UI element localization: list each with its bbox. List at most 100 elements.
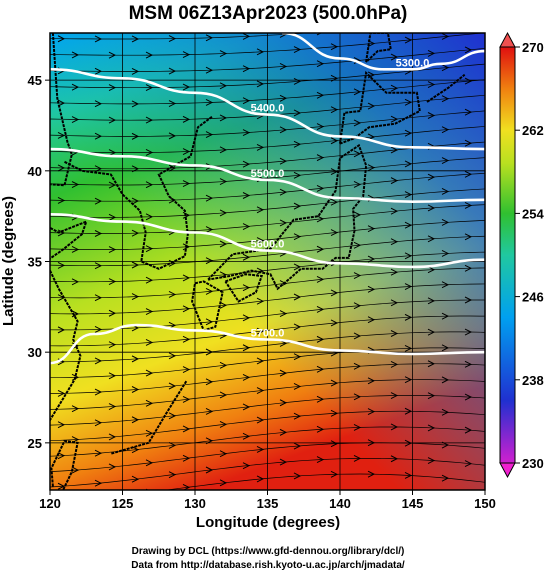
height-contour-line — [50, 147, 485, 204]
streamline — [50, 395, 485, 426]
wind-arrow — [219, 240, 228, 248]
x-tick-label: 130 — [184, 496, 206, 511]
wind-arrow — [441, 441, 450, 449]
wind-arrow — [219, 479, 228, 487]
wind-arrow — [131, 100, 140, 108]
coastline — [339, 70, 421, 145]
streamline — [164, 473, 485, 490]
streamline — [50, 410, 485, 442]
wind-arrow — [131, 165, 140, 173]
y-tick-label: 30 — [28, 345, 42, 360]
wind-arrow — [242, 97, 251, 105]
wind-arrow — [427, 49, 436, 57]
colorbar: 230 238 246 254 262 270 — [499, 31, 544, 479]
wind-arrow — [182, 454, 191, 462]
wind-arrow — [57, 164, 66, 172]
wind-arrow — [390, 330, 399, 337]
wind-arrow — [256, 387, 265, 394]
wind-arrow — [131, 132, 140, 140]
wind-arrow — [279, 126, 288, 134]
wind-arrow — [94, 35, 103, 43]
wind-arrow — [256, 48, 265, 56]
wind-arrow — [316, 123, 325, 131]
wind-arrow — [464, 108, 473, 116]
streamline — [50, 379, 485, 410]
wind-arrow — [182, 366, 191, 373]
streamline — [50, 283, 485, 315]
wind-arrow — [353, 393, 362, 401]
wind-arrow — [256, 416, 265, 424]
wind-arrow — [353, 332, 362, 340]
wind-arrow — [293, 202, 302, 210]
coastline — [191, 280, 224, 332]
chart-title: MSM 06Z13Apr2023 (500.0hPa) — [129, 3, 408, 24]
wind-arrow — [293, 383, 302, 390]
wind-arrow — [367, 71, 376, 79]
wind-arrow — [293, 323, 302, 331]
streamline — [50, 347, 485, 379]
wind-arrow — [242, 344, 251, 352]
wind-arrow — [293, 442, 302, 450]
streamline — [50, 363, 485, 394]
wind-arrow — [145, 429, 154, 437]
wind-arrow — [182, 335, 191, 343]
wind-arrow — [390, 146, 399, 154]
wind-arrow — [404, 252, 413, 260]
wind-arrow — [367, 408, 376, 416]
wind-arrow — [94, 165, 103, 173]
coastline — [224, 273, 264, 303]
wind-arrow — [71, 310, 80, 318]
wind-arrow — [390, 360, 399, 368]
wind-arrow — [330, 106, 339, 114]
wind-arrow — [404, 98, 413, 106]
wind-arrow — [390, 268, 399, 276]
wind-arrow — [330, 379, 339, 387]
wind-arrow — [404, 407, 413, 415]
wind-arrow — [353, 181, 362, 188]
wind-arrow — [131, 446, 140, 454]
wind-arrow — [131, 355, 140, 363]
wind-arrow — [108, 213, 117, 221]
wind-arrow — [427, 360, 436, 368]
wind-arrow — [293, 233, 302, 241]
wind-arrow — [330, 74, 339, 82]
wind-arrow — [168, 382, 177, 390]
wind-arrow — [145, 276, 154, 284]
wind-arrow — [108, 433, 117, 441]
streamline — [50, 251, 485, 283]
wind-arrow — [256, 206, 265, 214]
wind-arrow — [279, 310, 288, 318]
coastline — [207, 143, 368, 291]
wind-arrow — [427, 112, 436, 119]
x-axis-label: Longitude (degrees) — [196, 514, 340, 531]
wind-arrow — [390, 238, 399, 246]
coastlines — [50, 33, 466, 490]
coastline — [64, 115, 214, 270]
wind-arrow — [293, 353, 302, 361]
wind-arrow — [293, 171, 302, 179]
wind-arrow — [256, 475, 265, 483]
wind-arrow — [464, 77, 473, 85]
wind-arrow — [219, 391, 228, 399]
wind-arrow — [353, 302, 362, 310]
wind-arrow — [57, 229, 66, 237]
wind-arrow — [404, 472, 413, 479]
wind-arrow — [441, 218, 450, 226]
wind-arrow — [57, 452, 66, 460]
wind-arrow — [57, 421, 66, 429]
wind-arrow — [316, 305, 325, 313]
wind-arrow — [108, 246, 117, 253]
wind-arrow — [293, 77, 302, 85]
wind-arrow — [367, 285, 376, 293]
wind-arrow — [168, 259, 177, 267]
wind-arrow — [108, 84, 117, 92]
wind-arrow — [427, 297, 436, 305]
wind-arrow — [57, 197, 66, 204]
credit-line-2: Data from http://database.rish.kyoto-u.a… — [131, 560, 405, 571]
wind-arrow — [441, 33, 450, 40]
wind-arrow — [353, 150, 362, 158]
wind-arrow — [242, 253, 251, 261]
wind-arrow — [131, 197, 140, 205]
wind-arrow — [279, 369, 288, 377]
wind-arrow — [330, 319, 339, 327]
